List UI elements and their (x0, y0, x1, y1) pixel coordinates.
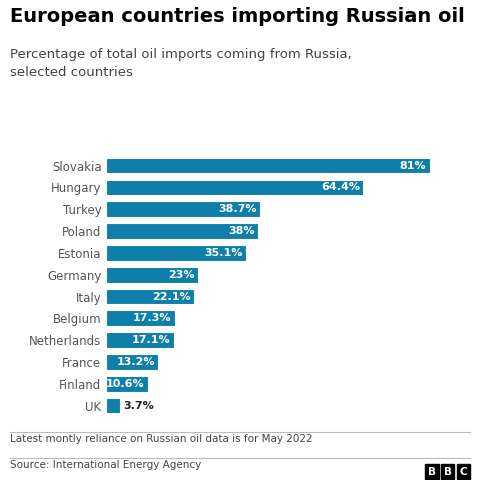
Text: 38%: 38% (228, 226, 254, 236)
Text: 23%: 23% (168, 270, 194, 280)
Text: 38.7%: 38.7% (219, 204, 257, 214)
Bar (106, 180, 363, 195)
Text: 10.6%: 10.6% (106, 379, 145, 389)
Text: B: B (444, 467, 452, 477)
Text: European countries importing Russian oil: European countries importing Russian oil (10, 7, 464, 26)
Text: 17.1%: 17.1% (132, 335, 171, 345)
Text: 35.1%: 35.1% (204, 248, 243, 258)
Bar (106, 202, 260, 217)
Bar (106, 267, 198, 283)
Text: Source: International Energy Agency: Source: International Energy Agency (10, 460, 201, 470)
Text: 64.4%: 64.4% (321, 182, 360, 192)
Text: 13.2%: 13.2% (117, 357, 155, 367)
Text: 17.3%: 17.3% (133, 313, 172, 324)
Text: C: C (460, 467, 468, 477)
Text: 22.1%: 22.1% (152, 291, 191, 301)
Text: Latest montly reliance on Russian oil data is for May 2022: Latest montly reliance on Russian oil da… (10, 434, 312, 444)
Bar (106, 398, 120, 413)
Bar (106, 158, 430, 173)
Bar (106, 288, 194, 304)
Text: B: B (428, 467, 436, 477)
Text: 3.7%: 3.7% (124, 401, 155, 410)
Bar (106, 311, 175, 326)
Text: 81%: 81% (400, 161, 426, 170)
Bar (106, 332, 174, 348)
Bar (106, 376, 148, 392)
Text: Percentage of total oil imports coming from Russia,
selected countries: Percentage of total oil imports coming f… (10, 48, 351, 79)
Bar (106, 354, 158, 370)
Bar (106, 223, 258, 239)
Bar (106, 245, 246, 261)
